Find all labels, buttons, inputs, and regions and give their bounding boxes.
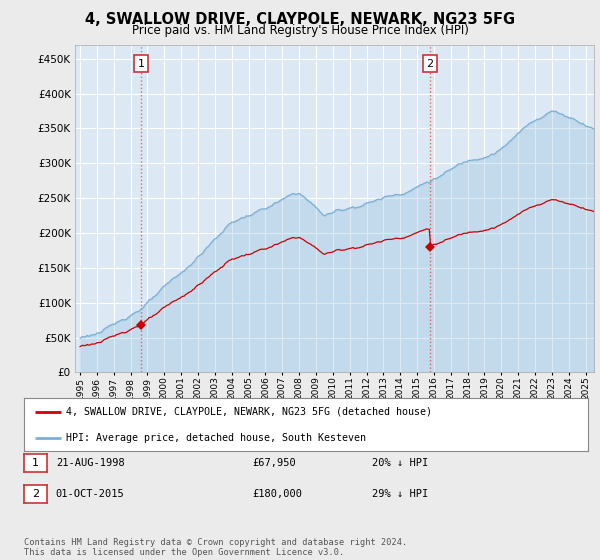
Text: 1: 1 bbox=[32, 458, 39, 468]
Text: 4, SWALLOW DRIVE, CLAYPOLE, NEWARK, NG23 5FG: 4, SWALLOW DRIVE, CLAYPOLE, NEWARK, NG23… bbox=[85, 12, 515, 27]
Text: Contains HM Land Registry data © Crown copyright and database right 2024.
This d: Contains HM Land Registry data © Crown c… bbox=[24, 538, 407, 557]
Text: 2: 2 bbox=[32, 489, 39, 499]
Text: 2: 2 bbox=[426, 59, 433, 69]
Text: Price paid vs. HM Land Registry's House Price Index (HPI): Price paid vs. HM Land Registry's House … bbox=[131, 24, 469, 36]
Text: HPI: Average price, detached house, South Kesteven: HPI: Average price, detached house, Sout… bbox=[66, 433, 366, 443]
Text: 4, SWALLOW DRIVE, CLAYPOLE, NEWARK, NG23 5FG (detached house): 4, SWALLOW DRIVE, CLAYPOLE, NEWARK, NG23… bbox=[66, 407, 432, 417]
Text: £67,950: £67,950 bbox=[252, 458, 296, 468]
Text: 1: 1 bbox=[137, 59, 145, 69]
Text: 01-OCT-2015: 01-OCT-2015 bbox=[56, 489, 125, 499]
Text: 21-AUG-1998: 21-AUG-1998 bbox=[56, 458, 125, 468]
Text: £180,000: £180,000 bbox=[252, 489, 302, 499]
Text: 20% ↓ HPI: 20% ↓ HPI bbox=[372, 458, 428, 468]
Text: 29% ↓ HPI: 29% ↓ HPI bbox=[372, 489, 428, 499]
